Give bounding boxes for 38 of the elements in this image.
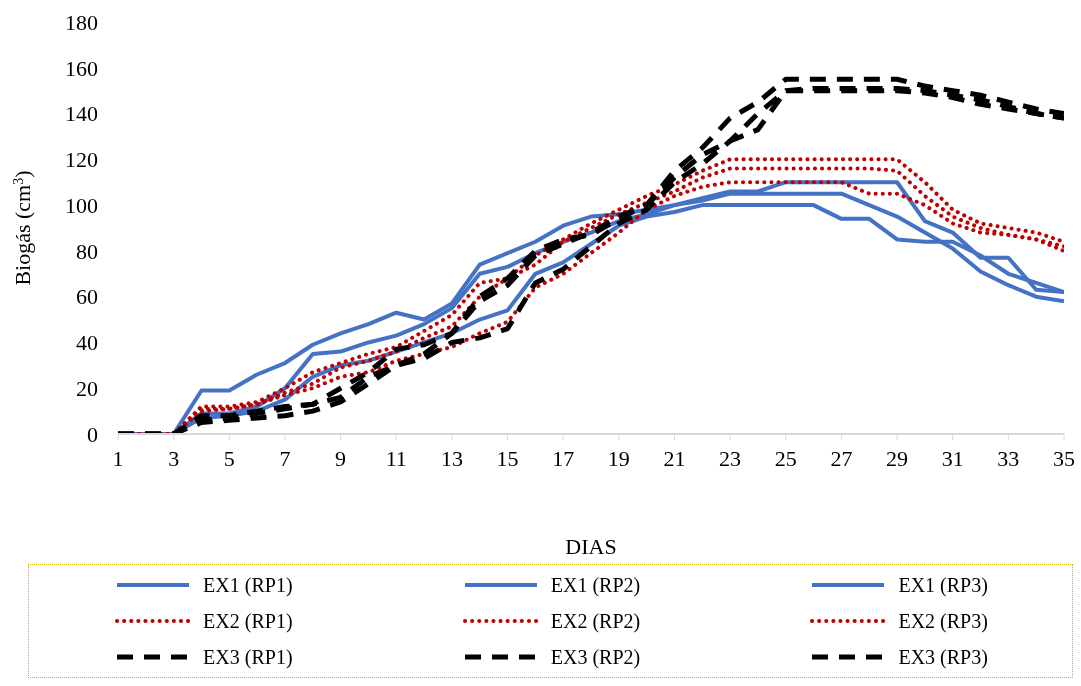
y-tick-label: 60: [76, 284, 98, 310]
x-tick-label: 13: [440, 445, 463, 471]
legend-label: EX2 (RP1): [203, 609, 293, 633]
x-tick-label: 29: [886, 445, 909, 471]
y-tick-label: 160: [65, 55, 98, 81]
legend-label: EX3 (RP1): [203, 645, 293, 669]
y-tick-label: 40: [76, 330, 98, 356]
legend-label: EX1 (RP3): [898, 573, 988, 597]
x-tick-label: 1: [112, 445, 124, 471]
legend-label: EX1 (RP1): [203, 573, 293, 597]
y-tick-label: 20: [76, 376, 98, 402]
x-tick-label: 31: [941, 445, 964, 471]
y-tick-label: 0: [87, 421, 98, 447]
y-tick-label: 180: [65, 9, 98, 35]
x-tick-label: 19: [607, 445, 630, 471]
x-axis-title: DIAS: [565, 534, 617, 559]
y-tick-label: 120: [65, 147, 98, 173]
x-tick-label: 25: [774, 445, 797, 471]
x-tick-label: 3: [168, 445, 180, 471]
legend-label: EX2 (RP2): [550, 609, 641, 633]
legend-label: EX2 (RP3): [898, 609, 988, 633]
y-tick-label: 100: [65, 192, 98, 218]
x-tick-label: 17: [552, 445, 575, 471]
legend-label: EX3 (RP3): [898, 645, 988, 669]
x-tick-label: 9: [335, 445, 347, 471]
x-tick-label: 23: [719, 445, 742, 471]
x-tick-label: 35: [1053, 445, 1075, 471]
x-tick-label: 11: [385, 445, 407, 471]
legend-label: EX1 (RP2): [550, 573, 641, 597]
x-tick-label: 15: [496, 445, 519, 471]
x-tick-label: 27: [830, 445, 853, 471]
x-tick-label: 5: [223, 445, 235, 471]
y-tick-label: 140: [65, 101, 98, 127]
y-tick-label: 80: [76, 238, 98, 264]
legend-label: EX3 (RP2): [550, 645, 641, 669]
x-tick-label: 21: [663, 445, 686, 471]
x-tick-label: 7: [279, 445, 291, 471]
x-tick-label: 33: [997, 445, 1020, 471]
